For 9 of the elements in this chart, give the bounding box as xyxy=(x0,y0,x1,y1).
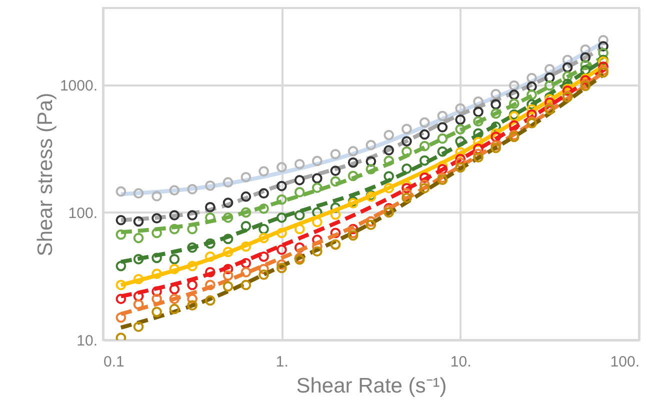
x-axis-title: Shear Rate (s⁻¹) xyxy=(296,374,447,398)
y-tick-label: 100. xyxy=(68,204,98,222)
x-tick-label: 0.1 xyxy=(104,354,124,370)
y-tick-label: 1000. xyxy=(60,77,98,94)
x-tick-label: 10. xyxy=(450,354,472,370)
x-tick-label: 100. xyxy=(610,354,640,370)
x-tick-label: 1. xyxy=(276,354,288,370)
y-axis-title: Shear stress (Pa) xyxy=(34,92,57,256)
y-tick-label: 10. xyxy=(76,332,98,350)
